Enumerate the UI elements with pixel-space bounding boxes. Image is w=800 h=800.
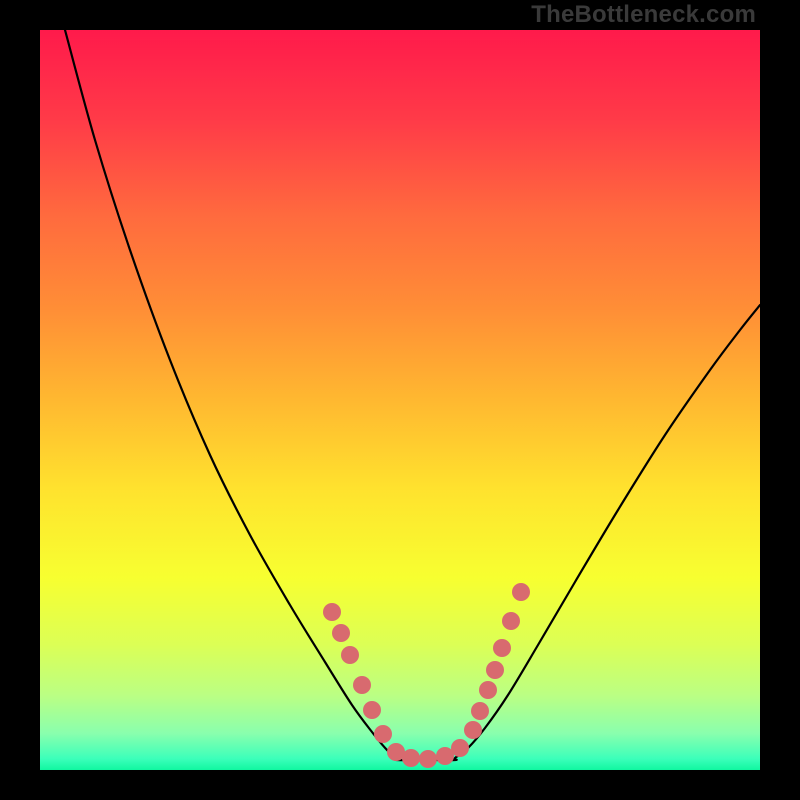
background-gradient (40, 30, 760, 770)
plot-area (40, 30, 760, 770)
watermark-text: TheBottleneck.com (531, 1, 756, 29)
